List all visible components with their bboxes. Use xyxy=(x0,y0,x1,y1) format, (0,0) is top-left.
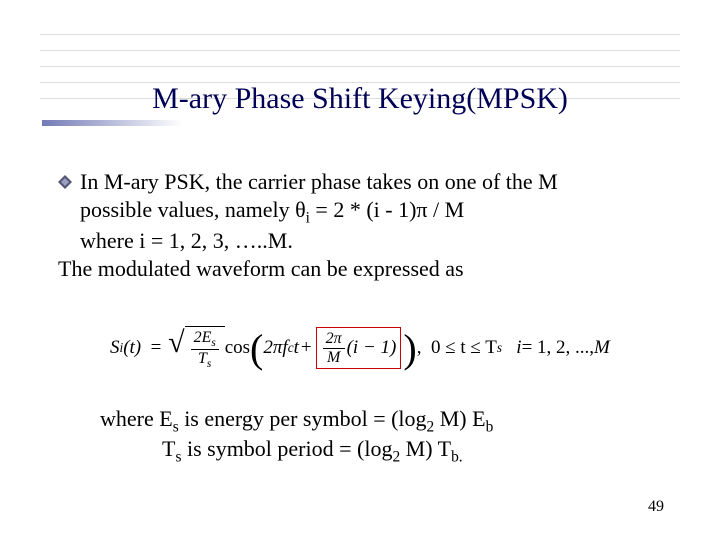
frac1-num: 2E xyxy=(194,329,212,346)
frac-2pi-M: 2π M xyxy=(323,330,345,366)
frac1-den-sub: s xyxy=(207,358,211,370)
slide: M-ary Phase Shift Keying(MPSK) In M-ary … xyxy=(0,0,720,540)
sqrt: √ 2Es Ts xyxy=(168,326,225,371)
formula-t: (t) xyxy=(123,337,141,359)
pi: π xyxy=(416,197,427,222)
footnote-line xyxy=(40,50,680,51)
range: 0 ≤ t ≤ T xyxy=(431,337,497,359)
paren-i: (i − 1) xyxy=(347,337,397,359)
body-line1a: In M-ary PSK, the carrier phase takes on… xyxy=(80,169,558,194)
frac-2Es-Ts: 2Es Ts xyxy=(191,329,219,371)
body-line3: The modulated waveform can be expressed … xyxy=(58,255,558,283)
where-l1-post-sub: b xyxy=(486,418,494,435)
footnote-line xyxy=(40,66,680,67)
where-l2-mid: is symbol period = (log xyxy=(181,436,392,461)
footnote-line xyxy=(40,34,680,35)
frac1-den: T xyxy=(198,350,207,367)
range-sub: s xyxy=(497,340,502,356)
body-text: In M-ary PSK, the carrier phase takes on… xyxy=(80,168,558,282)
frac1-num-sub: s xyxy=(211,337,215,349)
where-l1-post: M) E xyxy=(434,406,485,431)
where-l1-mid: is energy per symbol = (log xyxy=(179,406,427,431)
theta: θ xyxy=(295,197,306,222)
sqrt-body: 2Es Ts xyxy=(185,326,225,371)
where-l2-pre: T xyxy=(162,436,175,461)
where-l2-post: M) T xyxy=(400,436,451,461)
page-title: M-ary Phase Shift Keying(MPSK) xyxy=(152,82,568,116)
title-underline xyxy=(42,120,182,126)
plus: + xyxy=(301,337,312,359)
formula: Si(t) = √ 2Es Ts cos ( 2πfct + 2π M xyxy=(110,320,650,376)
body-line1b-suffix: / M xyxy=(428,197,465,222)
where-block: where Es is energy per symbol = (log2 M)… xyxy=(100,406,493,467)
where-l2-post-sub: b. xyxy=(451,449,463,466)
where-l1-pre: where E xyxy=(100,406,173,431)
sqrt-sign-icon: √ xyxy=(168,328,184,373)
page-number: 49 xyxy=(648,498,664,516)
highlight-box: 2π M (i − 1) xyxy=(316,327,402,369)
idx-eq: = 1, 2, ..., xyxy=(522,337,594,359)
body-line1b-prefix: possible values, namely xyxy=(80,197,295,222)
where-line1: where Es is energy per symbol = (log2 M)… xyxy=(100,406,493,436)
formula-eq: = xyxy=(151,337,162,359)
frac2-num: 2π xyxy=(323,330,345,349)
diamond-bullet-icon xyxy=(58,175,72,189)
idx-M: M xyxy=(594,337,610,359)
arg1-t: t xyxy=(294,337,299,359)
formula-S: S xyxy=(110,337,120,359)
where-line2: Ts is symbol period = (log2 M) Tb. xyxy=(100,436,493,466)
bullet-row: In M-ary PSK, the carrier phase takes on… xyxy=(58,168,658,282)
rparen-icon: ) xyxy=(403,331,416,367)
body-line1b-mid: = 2 * (i - 1) xyxy=(310,197,417,222)
body-line2: where i = 1, 2, 3, …..M. xyxy=(58,227,558,255)
title-wrap: M-ary Phase Shift Keying(MPSK) xyxy=(0,82,720,116)
arg1: 2πf xyxy=(263,337,287,359)
lparen-icon: ( xyxy=(250,331,263,367)
body-block: In M-ary PSK, the carrier phase takes on… xyxy=(58,168,658,282)
comma: , xyxy=(417,337,422,359)
cos: cos xyxy=(225,337,250,359)
frac2-den: M xyxy=(324,349,343,367)
